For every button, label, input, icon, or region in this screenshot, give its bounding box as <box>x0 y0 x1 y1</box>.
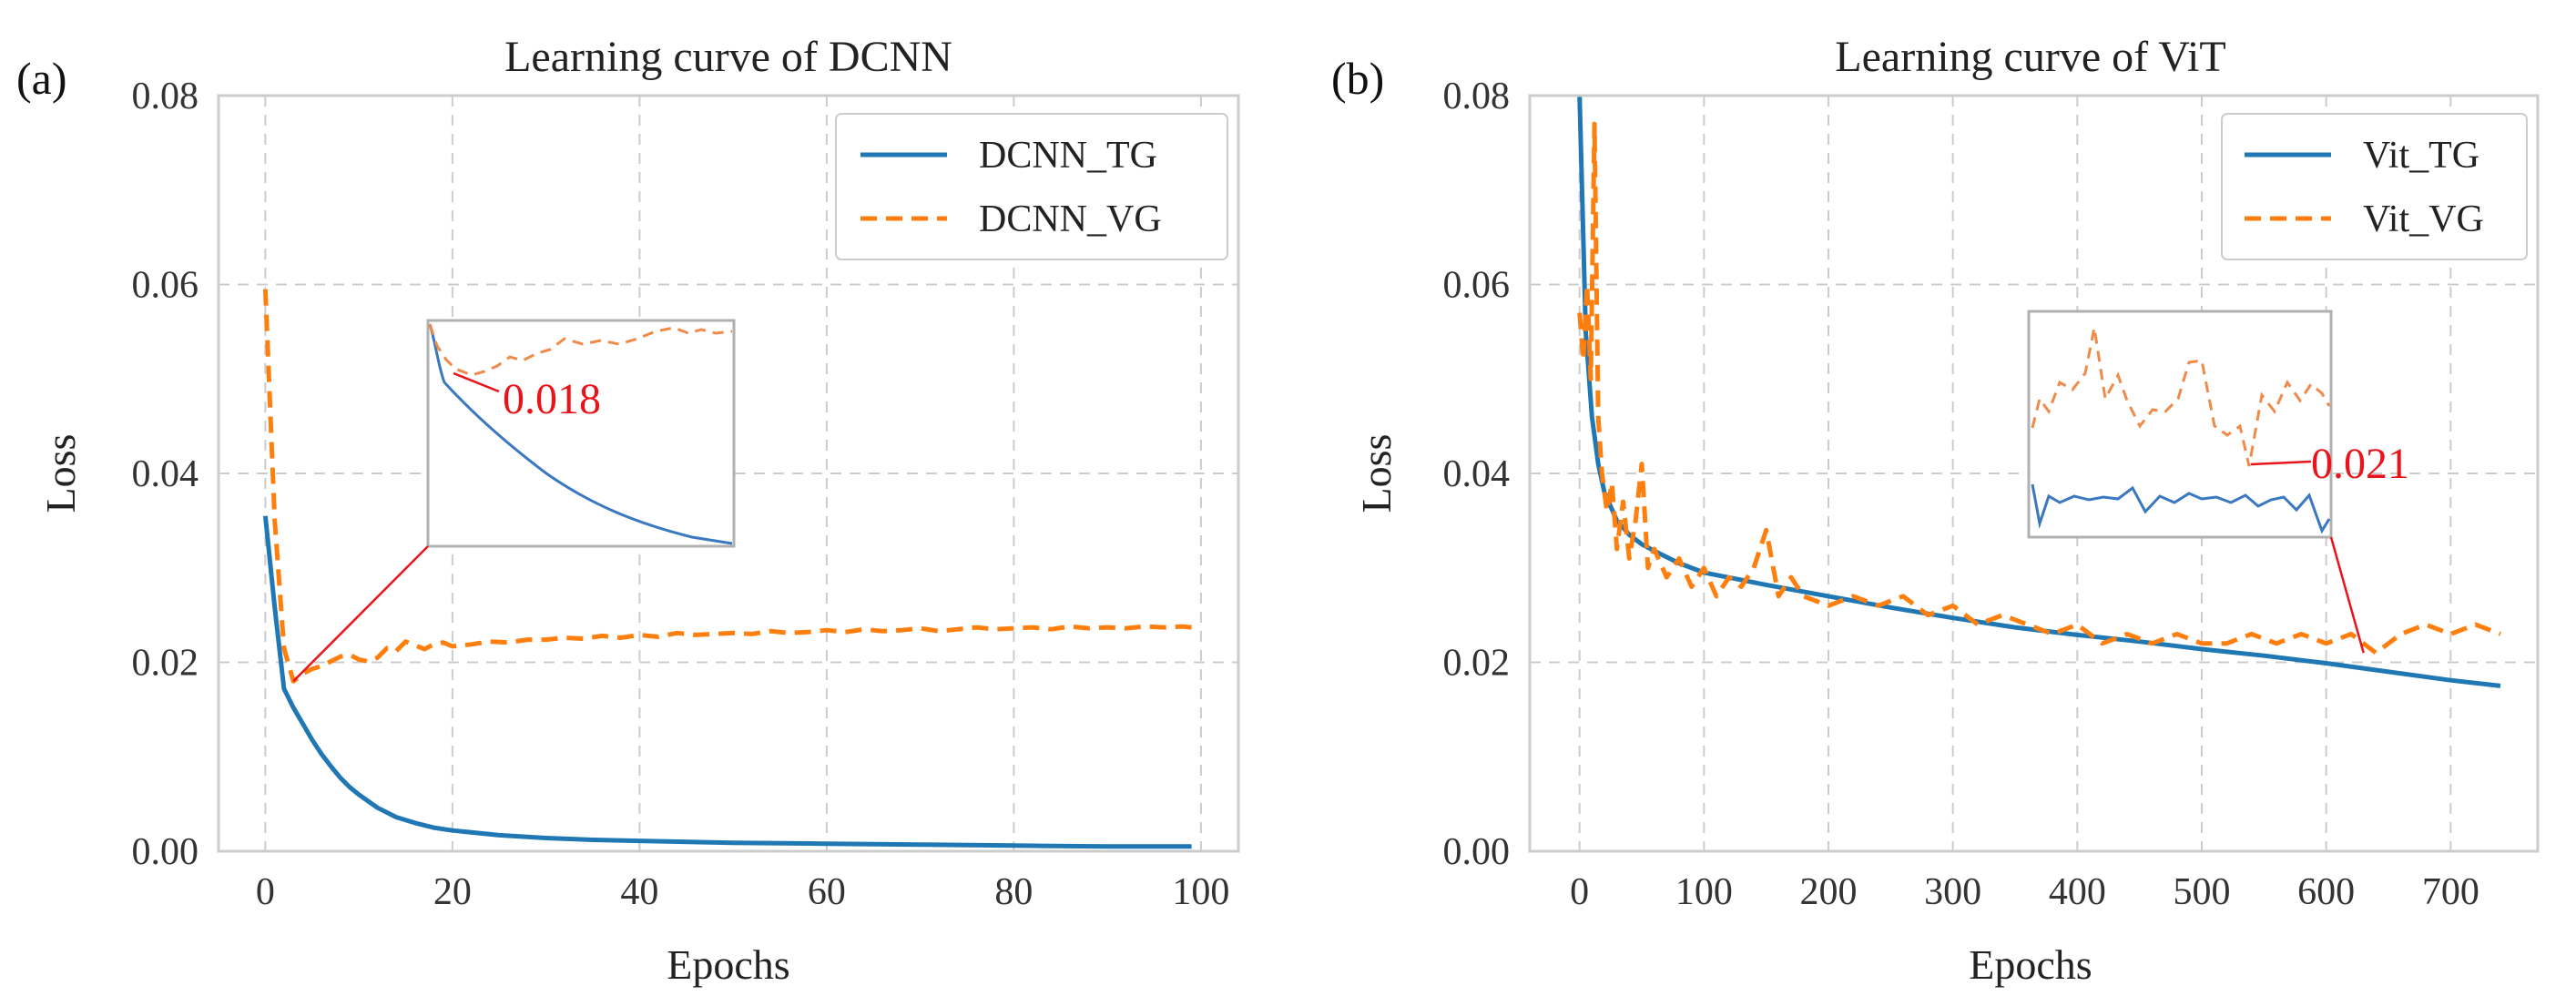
panel-label-a: (a) <box>16 53 67 104</box>
inset-callout-line-b <box>2250 460 2312 466</box>
series-line-dcnn-tg <box>262 515 1192 849</box>
x-tick-label-b: 600 <box>2297 871 2355 913</box>
x-tick-label-b: 400 <box>2049 871 2106 913</box>
x-tick-label-a: 0 <box>256 871 275 913</box>
plot-frame-a <box>217 94 1240 853</box>
inset-val-curve-b <box>2031 327 2331 467</box>
y-tick-label-a: 0.02 <box>132 643 199 685</box>
inset-train-curve-a <box>428 323 733 545</box>
series-group-a <box>262 289 1192 849</box>
ticks-a: 0 20 40 60 80 100 0.00 0.02 0.04 0.06 0.08 <box>132 76 1230 913</box>
y-tick-label-b: 0.06 <box>1443 265 1511 307</box>
y-axis-label-a: Loss <box>37 434 84 513</box>
x-tick-label-b: 100 <box>1675 871 1733 913</box>
x-tick-label-b: 700 <box>2422 871 2479 913</box>
chart-title-a: Learning curve of DCNN <box>504 33 952 81</box>
inset-callout-line-a <box>453 371 500 393</box>
y-tick-label-a: 0.04 <box>132 453 199 495</box>
x-tick-label-a: 20 <box>433 871 472 913</box>
series-group-b <box>1577 96 2501 688</box>
legend-label-vit-tg: Vit_TG <box>2363 135 2479 177</box>
zoom-inset-b: 0.021 <box>2027 310 2409 654</box>
y-tick-label-a: 0.00 <box>132 831 199 873</box>
x-tick-label-a: 80 <box>994 871 1033 913</box>
inset-train-curve-b <box>2031 483 2331 534</box>
legend-box-a <box>835 113 1228 260</box>
zoom-connector-a <box>292 545 429 683</box>
legend-label-dcnn-tg: DCNN_TG <box>979 135 1157 177</box>
annotation-value-b: 0.021 <box>2311 440 2409 488</box>
x-tick-label-a: 100 <box>1172 871 1229 913</box>
y-tick-label-b: 0.00 <box>1443 831 1511 873</box>
series-line-dcnn-vg <box>262 289 1192 684</box>
annotation-value-a: 0.018 <box>503 375 601 423</box>
zoom-connector-b <box>2329 536 2365 654</box>
x-tick-label-b: 200 <box>1800 871 1858 913</box>
y-tick-label-a: 0.06 <box>132 265 199 307</box>
legend-a: DCNN_TG DCNN_VG <box>835 113 1228 260</box>
plot-frame-b <box>1528 94 2540 853</box>
y-tick-label-b: 0.04 <box>1443 453 1511 495</box>
x-tick-label-a: 40 <box>620 871 658 913</box>
y-axis-label-b: Loss <box>1353 434 1400 513</box>
x-tick-label-b: 300 <box>1924 871 1981 913</box>
x-tick-label-a: 60 <box>808 871 846 913</box>
series-line-vit-vg <box>1577 121 2501 655</box>
y-tick-label-b: 0.08 <box>1443 76 1511 117</box>
zoom-inset-a: 0.018 <box>292 319 736 683</box>
legend-box-b <box>2221 113 2528 260</box>
panel-a: (a) Learning curve of DCNN 0 20 40 60 80 1000… <box>16 33 1240 988</box>
panel-b: (b) Learning curve of ViT 0 100 200 300 400 5… <box>1331 33 2540 988</box>
inset-frame-b <box>2027 310 2333 539</box>
x-tick-label-b: 0 <box>1570 871 1589 913</box>
inset-val-curve-a <box>428 323 733 377</box>
y-tick-label-b: 0.02 <box>1443 643 1511 685</box>
x-axis-label-a: Epochs <box>667 941 789 988</box>
ticks-b: 0 100 200 300 400 500 600 700 0.00 0.02 0.04 0.06 0.… <box>1443 76 2479 913</box>
series-line-vit-tg <box>1577 96 2501 688</box>
x-tick-label-b: 500 <box>2174 871 2231 913</box>
y-tick-label-a: 0.08 <box>132 76 199 117</box>
x-axis-label-b: Epochs <box>1969 941 2092 988</box>
legend-label-dcnn-vg: DCNN_VG <box>979 198 1162 240</box>
panel-label-b: (b) <box>1331 53 1384 104</box>
chart-title-b: Learning curve of ViT <box>1835 33 2225 81</box>
inset-frame-a <box>426 319 736 548</box>
legend-label-vit-vg: Vit_VG <box>2363 198 2484 240</box>
legend-b: Vit_TG Vit_VG <box>2221 113 2528 260</box>
